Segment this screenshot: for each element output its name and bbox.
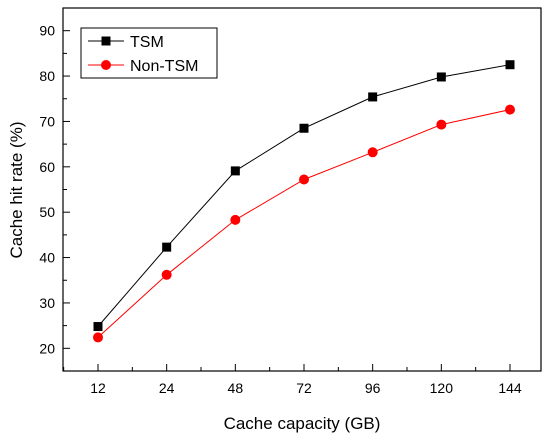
y-tick-label: 70 <box>39 113 55 129</box>
legend-label: Non-TSM <box>130 58 198 75</box>
legend-box <box>80 27 218 79</box>
data-point <box>230 214 241 225</box>
y-tick-label: 60 <box>39 159 55 175</box>
legend-marker <box>101 60 111 70</box>
y-tick-label: 30 <box>39 295 55 311</box>
x-tick-label: 72 <box>296 380 312 396</box>
y-axis-title: Cache hit rate (%) <box>7 122 26 259</box>
y-tick-label: 20 <box>39 340 55 356</box>
x-tick-label: 144 <box>498 380 522 396</box>
data-point <box>299 174 309 185</box>
x-axis-title: Cache capacity (GB) <box>224 414 381 433</box>
y-tick-label: 90 <box>39 23 55 39</box>
data-point <box>436 119 447 130</box>
series-line <box>97 109 511 338</box>
x-tick-label: 48 <box>228 380 244 396</box>
data-point <box>230 166 240 176</box>
data-point <box>436 72 446 82</box>
series-layer <box>93 60 515 343</box>
data-point <box>93 332 103 343</box>
data-point <box>367 147 378 158</box>
data-point <box>368 92 378 102</box>
data-point <box>162 242 172 252</box>
x-axis: 12 24 48 72 96 120 144 <box>63 364 522 396</box>
data-point <box>505 104 515 115</box>
x-tick-label: 24 <box>159 380 175 396</box>
data-point <box>299 123 309 133</box>
x-tick-label: 12 <box>90 380 106 396</box>
data-point <box>505 60 515 70</box>
data-point <box>161 269 172 280</box>
legend-marker <box>101 36 111 46</box>
y-tick-label: 40 <box>39 250 55 266</box>
legend-label: TSM <box>130 34 164 51</box>
series-line <box>97 64 511 327</box>
x-tick-label: 120 <box>430 380 454 396</box>
x-tick-label: 96 <box>365 380 381 396</box>
legend: TSM Non-TSM <box>80 27 218 79</box>
y-tick-label: 80 <box>39 68 55 84</box>
data-point <box>93 322 103 332</box>
y-axis: 20 30 40 50 60 70 80 90 <box>39 7 70 372</box>
y-tick-label: 50 <box>39 204 55 220</box>
